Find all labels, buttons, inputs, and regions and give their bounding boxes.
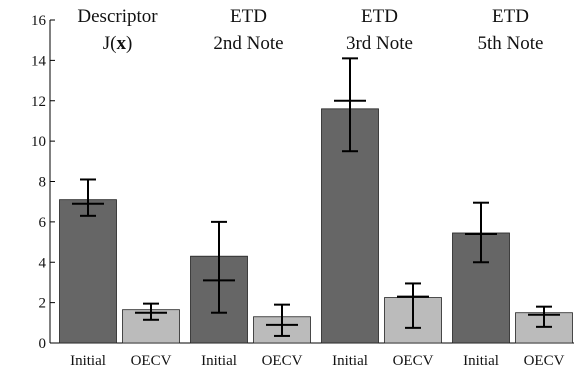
x-category-label: OECV bbox=[262, 353, 303, 369]
x-category-label: OECV bbox=[524, 353, 565, 369]
y-tick-label: 0 bbox=[39, 336, 47, 352]
group-title-line: J(x) bbox=[103, 33, 133, 54]
group-title-line: 5th Note bbox=[478, 33, 544, 54]
group-title-line: ETD bbox=[230, 6, 267, 27]
x-category-label: Initial bbox=[70, 353, 106, 369]
y-tick-label: 14 bbox=[31, 53, 47, 69]
x-category-label: OECV bbox=[393, 353, 434, 369]
group-title-line: 3rd Note bbox=[346, 33, 413, 54]
y-tick-label: 10 bbox=[31, 134, 46, 150]
group-title-line: ETD bbox=[492, 6, 529, 27]
y-tick-label: 6 bbox=[39, 215, 47, 231]
x-category-label: Initial bbox=[332, 353, 368, 369]
y-tick-label: 8 bbox=[39, 175, 47, 191]
error-bars bbox=[72, 57, 560, 337]
bars bbox=[59, 108, 573, 344]
y-tick-label: 12 bbox=[31, 94, 46, 110]
x-category-label: OECV bbox=[131, 353, 172, 369]
x-category-label: Initial bbox=[201, 353, 237, 369]
group-title-line: Descriptor bbox=[77, 6, 158, 27]
group-title-line: ETD bbox=[361, 6, 398, 27]
y-tick-label: 4 bbox=[39, 255, 47, 271]
group-title-line: 2nd Note bbox=[213, 33, 283, 54]
y-tick-label: 16 bbox=[31, 13, 47, 29]
labels: 0 2 4 6 8 10 12 14 16 Descriptor J(x) Initial OECV ET… bbox=[31, 6, 565, 369]
bar-initial-1 bbox=[59, 199, 117, 344]
x-category-label: Initial bbox=[463, 353, 499, 369]
y-tick-label: 2 bbox=[39, 296, 47, 312]
